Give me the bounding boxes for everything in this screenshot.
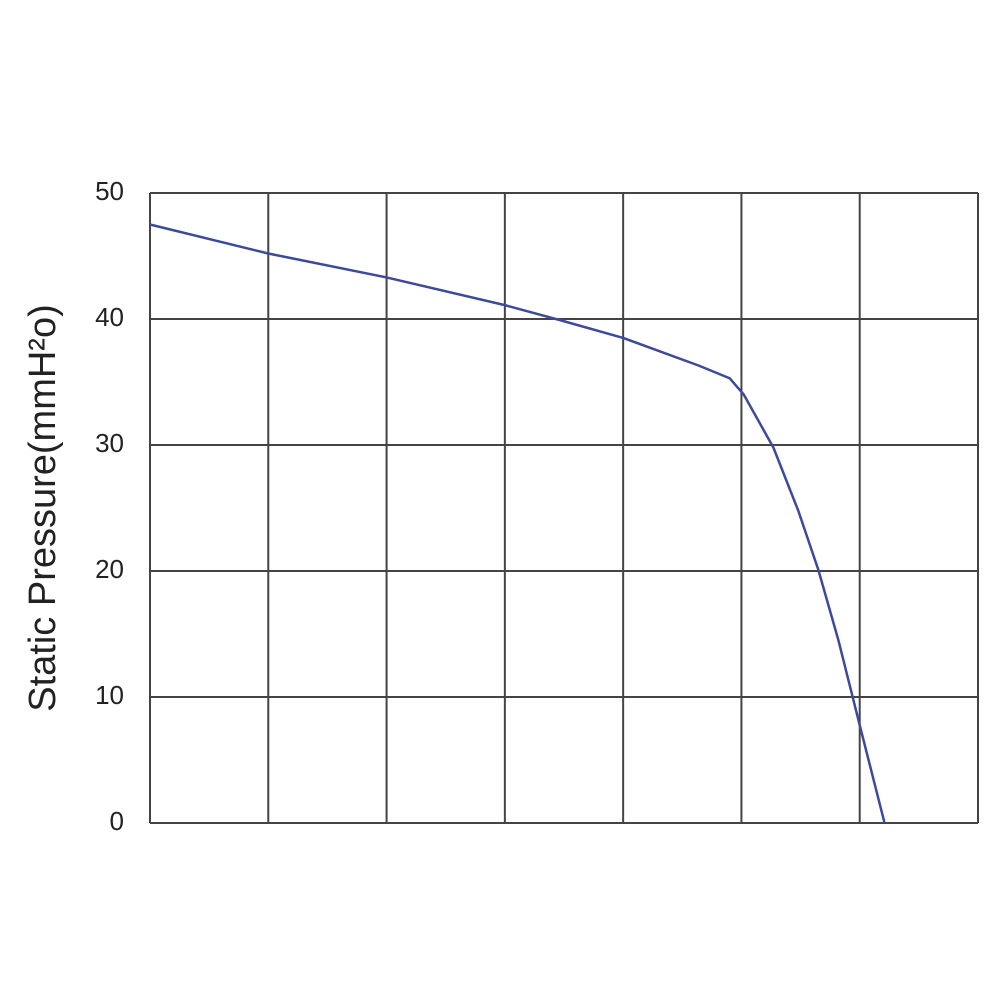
y-axis-label: Static Pressure(mmH²o) — [22, 304, 64, 712]
y-tick-label: 0 — [110, 806, 124, 836]
y-tick-label: 10 — [95, 680, 124, 710]
y-tick-label: 40 — [95, 302, 124, 332]
y-tick-label: 50 — [95, 176, 124, 206]
y-tick-label: 30 — [95, 428, 124, 458]
y-tick-label: 20 — [95, 554, 124, 584]
data-line — [149, 223, 886, 824]
